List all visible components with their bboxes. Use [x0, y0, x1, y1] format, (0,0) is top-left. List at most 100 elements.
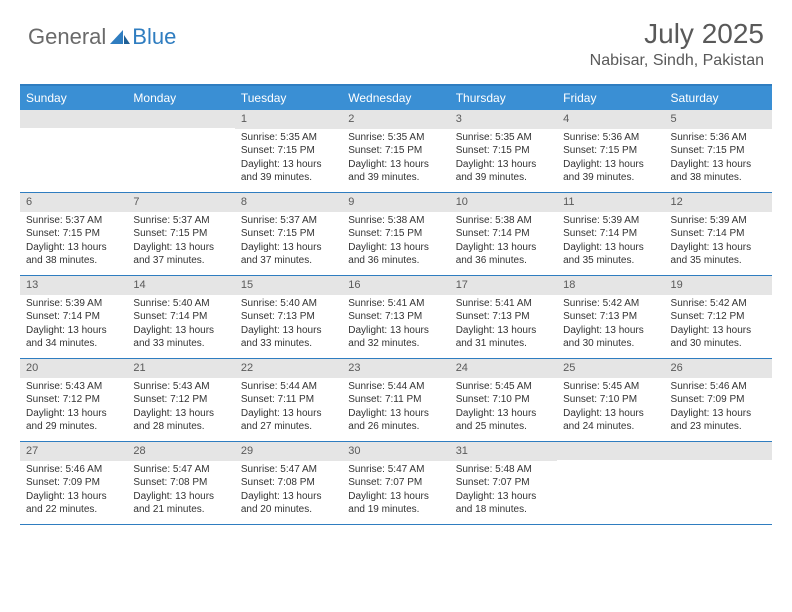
day-body: Sunrise: 5:39 AMSunset: 7:14 PMDaylight:…: [20, 295, 127, 355]
day-number: 29: [235, 442, 342, 461]
weeks-container: 1Sunrise: 5:35 AMSunset: 7:15 PMDaylight…: [20, 110, 772, 525]
day-number: 15: [235, 276, 342, 295]
sunset-text: Sunset: 7:08 PM: [133, 476, 228, 490]
sunrise-text: Sunrise: 5:44 AM: [241, 380, 336, 394]
sunset-text: Sunset: 7:10 PM: [563, 393, 658, 407]
day-body: Sunrise: 5:41 AMSunset: 7:13 PMDaylight:…: [342, 295, 449, 355]
daylight-text-2: and 26 minutes.: [348, 420, 443, 434]
day-number: 24: [450, 359, 557, 378]
daylight-text-1: Daylight: 13 hours: [671, 241, 766, 255]
day-header-friday: Friday: [557, 86, 664, 110]
sunrise-text: Sunrise: 5:45 AM: [456, 380, 551, 394]
daylight-text-2: and 36 minutes.: [348, 254, 443, 268]
daylight-text-2: and 28 minutes.: [133, 420, 228, 434]
day-cell: 7Sunrise: 5:37 AMSunset: 7:15 PMDaylight…: [127, 193, 234, 275]
logo-text-blue: Blue: [132, 24, 176, 50]
day-number: 18: [557, 276, 664, 295]
daylight-text-2: and 35 minutes.: [563, 254, 658, 268]
day-number: 11: [557, 193, 664, 212]
daylight-text-1: Daylight: 13 hours: [26, 324, 121, 338]
day-cell: 28Sunrise: 5:47 AMSunset: 7:08 PMDayligh…: [127, 442, 234, 524]
week-row: 20Sunrise: 5:43 AMSunset: 7:12 PMDayligh…: [20, 359, 772, 442]
day-number: 12: [665, 193, 772, 212]
empty-day-bar: [127, 110, 234, 128]
day-body: Sunrise: 5:43 AMSunset: 7:12 PMDaylight:…: [20, 378, 127, 438]
daylight-text-2: and 31 minutes.: [456, 337, 551, 351]
day-body: Sunrise: 5:35 AMSunset: 7:15 PMDaylight:…: [450, 129, 557, 189]
day-number: 31: [450, 442, 557, 461]
sunrise-text: Sunrise: 5:35 AM: [456, 131, 551, 145]
day-body: Sunrise: 5:35 AMSunset: 7:15 PMDaylight:…: [235, 129, 342, 189]
day-cell: 18Sunrise: 5:42 AMSunset: 7:13 PMDayligh…: [557, 276, 664, 358]
title-block: July 2025 Nabisar, Sindh, Pakistan: [590, 18, 764, 70]
daylight-text-1: Daylight: 13 hours: [348, 490, 443, 504]
daylight-text-1: Daylight: 13 hours: [348, 158, 443, 172]
daylight-text-1: Daylight: 13 hours: [563, 158, 658, 172]
logo-text-general: General: [28, 24, 106, 50]
daylight-text-1: Daylight: 13 hours: [133, 324, 228, 338]
sunrise-text: Sunrise: 5:37 AM: [26, 214, 121, 228]
week-row: 1Sunrise: 5:35 AMSunset: 7:15 PMDaylight…: [20, 110, 772, 193]
day-number: 4: [557, 110, 664, 129]
sunrise-text: Sunrise: 5:48 AM: [456, 463, 551, 477]
sunrise-text: Sunrise: 5:43 AM: [133, 380, 228, 394]
day-number: 19: [665, 276, 772, 295]
daylight-text-2: and 24 minutes.: [563, 420, 658, 434]
day-header-thursday: Thursday: [450, 86, 557, 110]
empty-day-bar: [557, 442, 664, 460]
sunrise-text: Sunrise: 5:36 AM: [563, 131, 658, 145]
day-body: Sunrise: 5:42 AMSunset: 7:13 PMDaylight:…: [557, 295, 664, 355]
daylight-text-1: Daylight: 13 hours: [241, 158, 336, 172]
daylight-text-2: and 37 minutes.: [241, 254, 336, 268]
sunset-text: Sunset: 7:15 PM: [456, 144, 551, 158]
day-number: 7: [127, 193, 234, 212]
day-cell: 1Sunrise: 5:35 AMSunset: 7:15 PMDaylight…: [235, 110, 342, 192]
daylight-text-1: Daylight: 13 hours: [563, 407, 658, 421]
day-cell: 29Sunrise: 5:47 AMSunset: 7:08 PMDayligh…: [235, 442, 342, 524]
empty-day-bar: [20, 110, 127, 128]
day-header-tuesday: Tuesday: [235, 86, 342, 110]
sunset-text: Sunset: 7:10 PM: [456, 393, 551, 407]
sunset-text: Sunset: 7:13 PM: [563, 310, 658, 324]
day-cell: 8Sunrise: 5:37 AMSunset: 7:15 PMDaylight…: [235, 193, 342, 275]
day-cell: 14Sunrise: 5:40 AMSunset: 7:14 PMDayligh…: [127, 276, 234, 358]
sunrise-text: Sunrise: 5:40 AM: [241, 297, 336, 311]
daylight-text-2: and 38 minutes.: [26, 254, 121, 268]
sunset-text: Sunset: 7:09 PM: [671, 393, 766, 407]
day-number: 10: [450, 193, 557, 212]
daylight-text-1: Daylight: 13 hours: [563, 324, 658, 338]
day-cell: 13Sunrise: 5:39 AMSunset: 7:14 PMDayligh…: [20, 276, 127, 358]
daylight-text-1: Daylight: 13 hours: [241, 324, 336, 338]
day-body: Sunrise: 5:47 AMSunset: 7:08 PMDaylight:…: [235, 461, 342, 521]
daylight-text-2: and 20 minutes.: [241, 503, 336, 517]
daylight-text-2: and 30 minutes.: [671, 337, 766, 351]
day-cell: 5Sunrise: 5:36 AMSunset: 7:15 PMDaylight…: [665, 110, 772, 192]
day-cell: [127, 110, 234, 192]
sunrise-text: Sunrise: 5:35 AM: [241, 131, 336, 145]
day-number: 9: [342, 193, 449, 212]
day-cell: 20Sunrise: 5:43 AMSunset: 7:12 PMDayligh…: [20, 359, 127, 441]
daylight-text-2: and 37 minutes.: [133, 254, 228, 268]
day-body: Sunrise: 5:45 AMSunset: 7:10 PMDaylight:…: [450, 378, 557, 438]
day-body: Sunrise: 5:37 AMSunset: 7:15 PMDaylight:…: [235, 212, 342, 272]
sunset-text: Sunset: 7:13 PM: [456, 310, 551, 324]
sunrise-text: Sunrise: 5:39 AM: [563, 214, 658, 228]
day-cell: 31Sunrise: 5:48 AMSunset: 7:07 PMDayligh…: [450, 442, 557, 524]
day-cell: [665, 442, 772, 524]
day-body: Sunrise: 5:36 AMSunset: 7:15 PMDaylight:…: [557, 129, 664, 189]
daylight-text-1: Daylight: 13 hours: [456, 407, 551, 421]
daylight-text-2: and 36 minutes.: [456, 254, 551, 268]
day-cell: 24Sunrise: 5:45 AMSunset: 7:10 PMDayligh…: [450, 359, 557, 441]
daylight-text-1: Daylight: 13 hours: [133, 241, 228, 255]
sunset-text: Sunset: 7:15 PM: [348, 227, 443, 241]
daylight-text-1: Daylight: 13 hours: [671, 158, 766, 172]
sunset-text: Sunset: 7:11 PM: [348, 393, 443, 407]
sunset-text: Sunset: 7:13 PM: [348, 310, 443, 324]
day-number: 3: [450, 110, 557, 129]
sunset-text: Sunset: 7:14 PM: [671, 227, 766, 241]
sunrise-text: Sunrise: 5:45 AM: [563, 380, 658, 394]
day-cell: 23Sunrise: 5:44 AMSunset: 7:11 PMDayligh…: [342, 359, 449, 441]
day-body: Sunrise: 5:37 AMSunset: 7:15 PMDaylight:…: [127, 212, 234, 272]
sunset-text: Sunset: 7:15 PM: [133, 227, 228, 241]
daylight-text-1: Daylight: 13 hours: [241, 241, 336, 255]
